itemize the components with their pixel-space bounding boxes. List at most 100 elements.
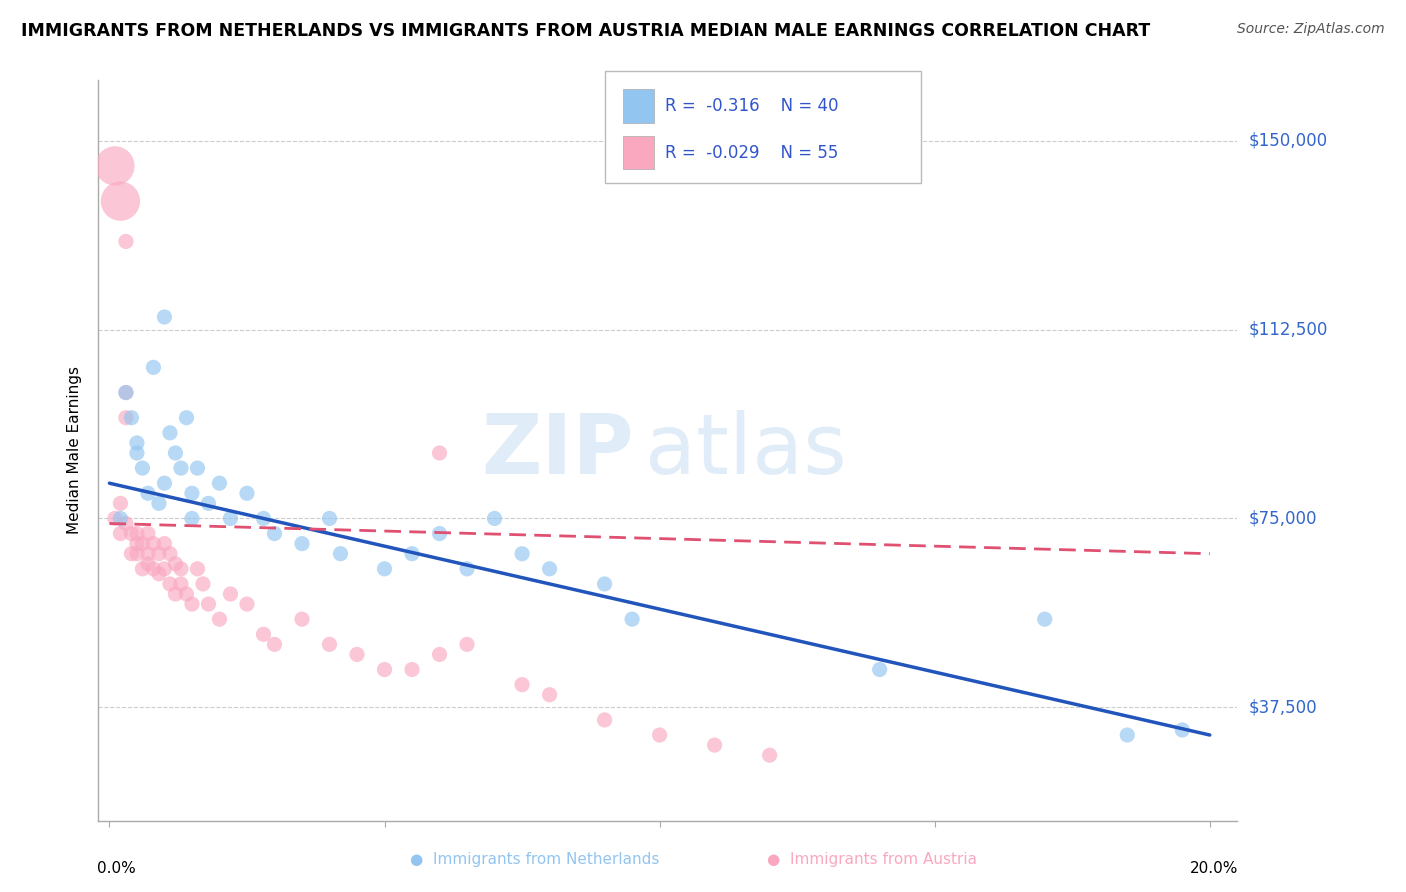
Point <box>593 577 616 591</box>
Point <box>142 360 165 375</box>
Point <box>263 526 285 541</box>
Text: $150,000: $150,000 <box>1249 132 1327 150</box>
Point <box>186 562 208 576</box>
Point <box>346 648 368 662</box>
Point <box>104 511 127 525</box>
Text: Source: ZipAtlas.com: Source: ZipAtlas.com <box>1237 22 1385 37</box>
Point <box>115 410 138 425</box>
Point <box>208 476 231 491</box>
Point <box>318 637 340 651</box>
Point <box>142 562 165 576</box>
Point <box>456 562 478 576</box>
Text: $37,500: $37,500 <box>1249 698 1317 716</box>
Point <box>176 587 198 601</box>
Point <box>165 446 187 460</box>
Point <box>115 516 138 531</box>
Point <box>125 547 148 561</box>
Point <box>401 663 423 677</box>
Point <box>159 577 181 591</box>
Point <box>236 597 259 611</box>
Point <box>153 310 176 324</box>
Point <box>115 385 138 400</box>
Point <box>120 526 142 541</box>
Point <box>208 612 231 626</box>
Point <box>1116 728 1139 742</box>
Point <box>538 562 561 576</box>
Point <box>191 577 214 591</box>
Point <box>110 194 132 209</box>
Point <box>429 446 451 460</box>
Point <box>252 511 274 525</box>
Point <box>621 612 644 626</box>
Point <box>263 637 285 651</box>
Text: 20.0%: 20.0% <box>1189 862 1239 876</box>
Point <box>429 526 451 541</box>
Point <box>181 511 204 525</box>
Point <box>373 663 395 677</box>
Text: ●  Immigrants from Austria: ● Immigrants from Austria <box>766 852 977 867</box>
Point <box>758 748 780 763</box>
Text: R =  -0.316    N = 40: R = -0.316 N = 40 <box>665 97 838 115</box>
Point <box>115 385 138 400</box>
Point <box>136 526 159 541</box>
Point <box>170 577 193 591</box>
Point <box>125 446 148 460</box>
Point <box>181 597 204 611</box>
Point <box>104 159 127 173</box>
Point <box>318 511 340 525</box>
Point <box>429 648 451 662</box>
Point <box>510 678 533 692</box>
Point <box>236 486 259 500</box>
Point <box>115 235 138 249</box>
Point <box>159 425 181 440</box>
Point <box>510 547 533 561</box>
Point <box>648 728 671 742</box>
Point <box>153 536 176 550</box>
Point <box>120 410 142 425</box>
Point <box>170 562 193 576</box>
Point <box>125 526 148 541</box>
Text: IMMIGRANTS FROM NETHERLANDS VS IMMIGRANTS FROM AUSTRIA MEDIAN MALE EARNINGS CORR: IMMIGRANTS FROM NETHERLANDS VS IMMIGRANT… <box>21 22 1150 40</box>
Point <box>186 461 208 475</box>
Text: atlas: atlas <box>645 410 846 491</box>
Text: $112,500: $112,500 <box>1249 320 1327 339</box>
Point <box>219 587 242 601</box>
Point <box>148 547 170 561</box>
Point <box>125 536 148 550</box>
Point <box>329 547 352 561</box>
Point <box>159 547 181 561</box>
Point <box>165 587 187 601</box>
Point <box>148 566 170 581</box>
Point <box>176 410 198 425</box>
Point <box>1033 612 1056 626</box>
Point <box>131 536 153 550</box>
Point <box>136 547 159 561</box>
Point <box>219 511 242 525</box>
Point <box>869 663 891 677</box>
Point <box>131 461 153 475</box>
Point <box>110 496 132 510</box>
Point <box>153 562 176 576</box>
Point <box>120 547 142 561</box>
Point <box>131 562 153 576</box>
Point <box>291 612 314 626</box>
Point <box>484 511 506 525</box>
Point <box>125 436 148 450</box>
Point <box>291 536 314 550</box>
Point <box>401 547 423 561</box>
Text: ZIP: ZIP <box>481 410 634 491</box>
Point <box>142 536 165 550</box>
Point <box>1171 723 1194 737</box>
Point <box>136 557 159 571</box>
Point <box>181 486 204 500</box>
Point <box>197 496 219 510</box>
Point <box>170 461 193 475</box>
Point <box>538 688 561 702</box>
Point <box>197 597 219 611</box>
Point <box>252 627 274 641</box>
Text: R =  -0.029    N = 55: R = -0.029 N = 55 <box>665 144 838 161</box>
Point <box>110 511 132 525</box>
Point <box>136 486 159 500</box>
Y-axis label: Median Male Earnings: Median Male Earnings <box>67 367 83 534</box>
Point <box>456 637 478 651</box>
